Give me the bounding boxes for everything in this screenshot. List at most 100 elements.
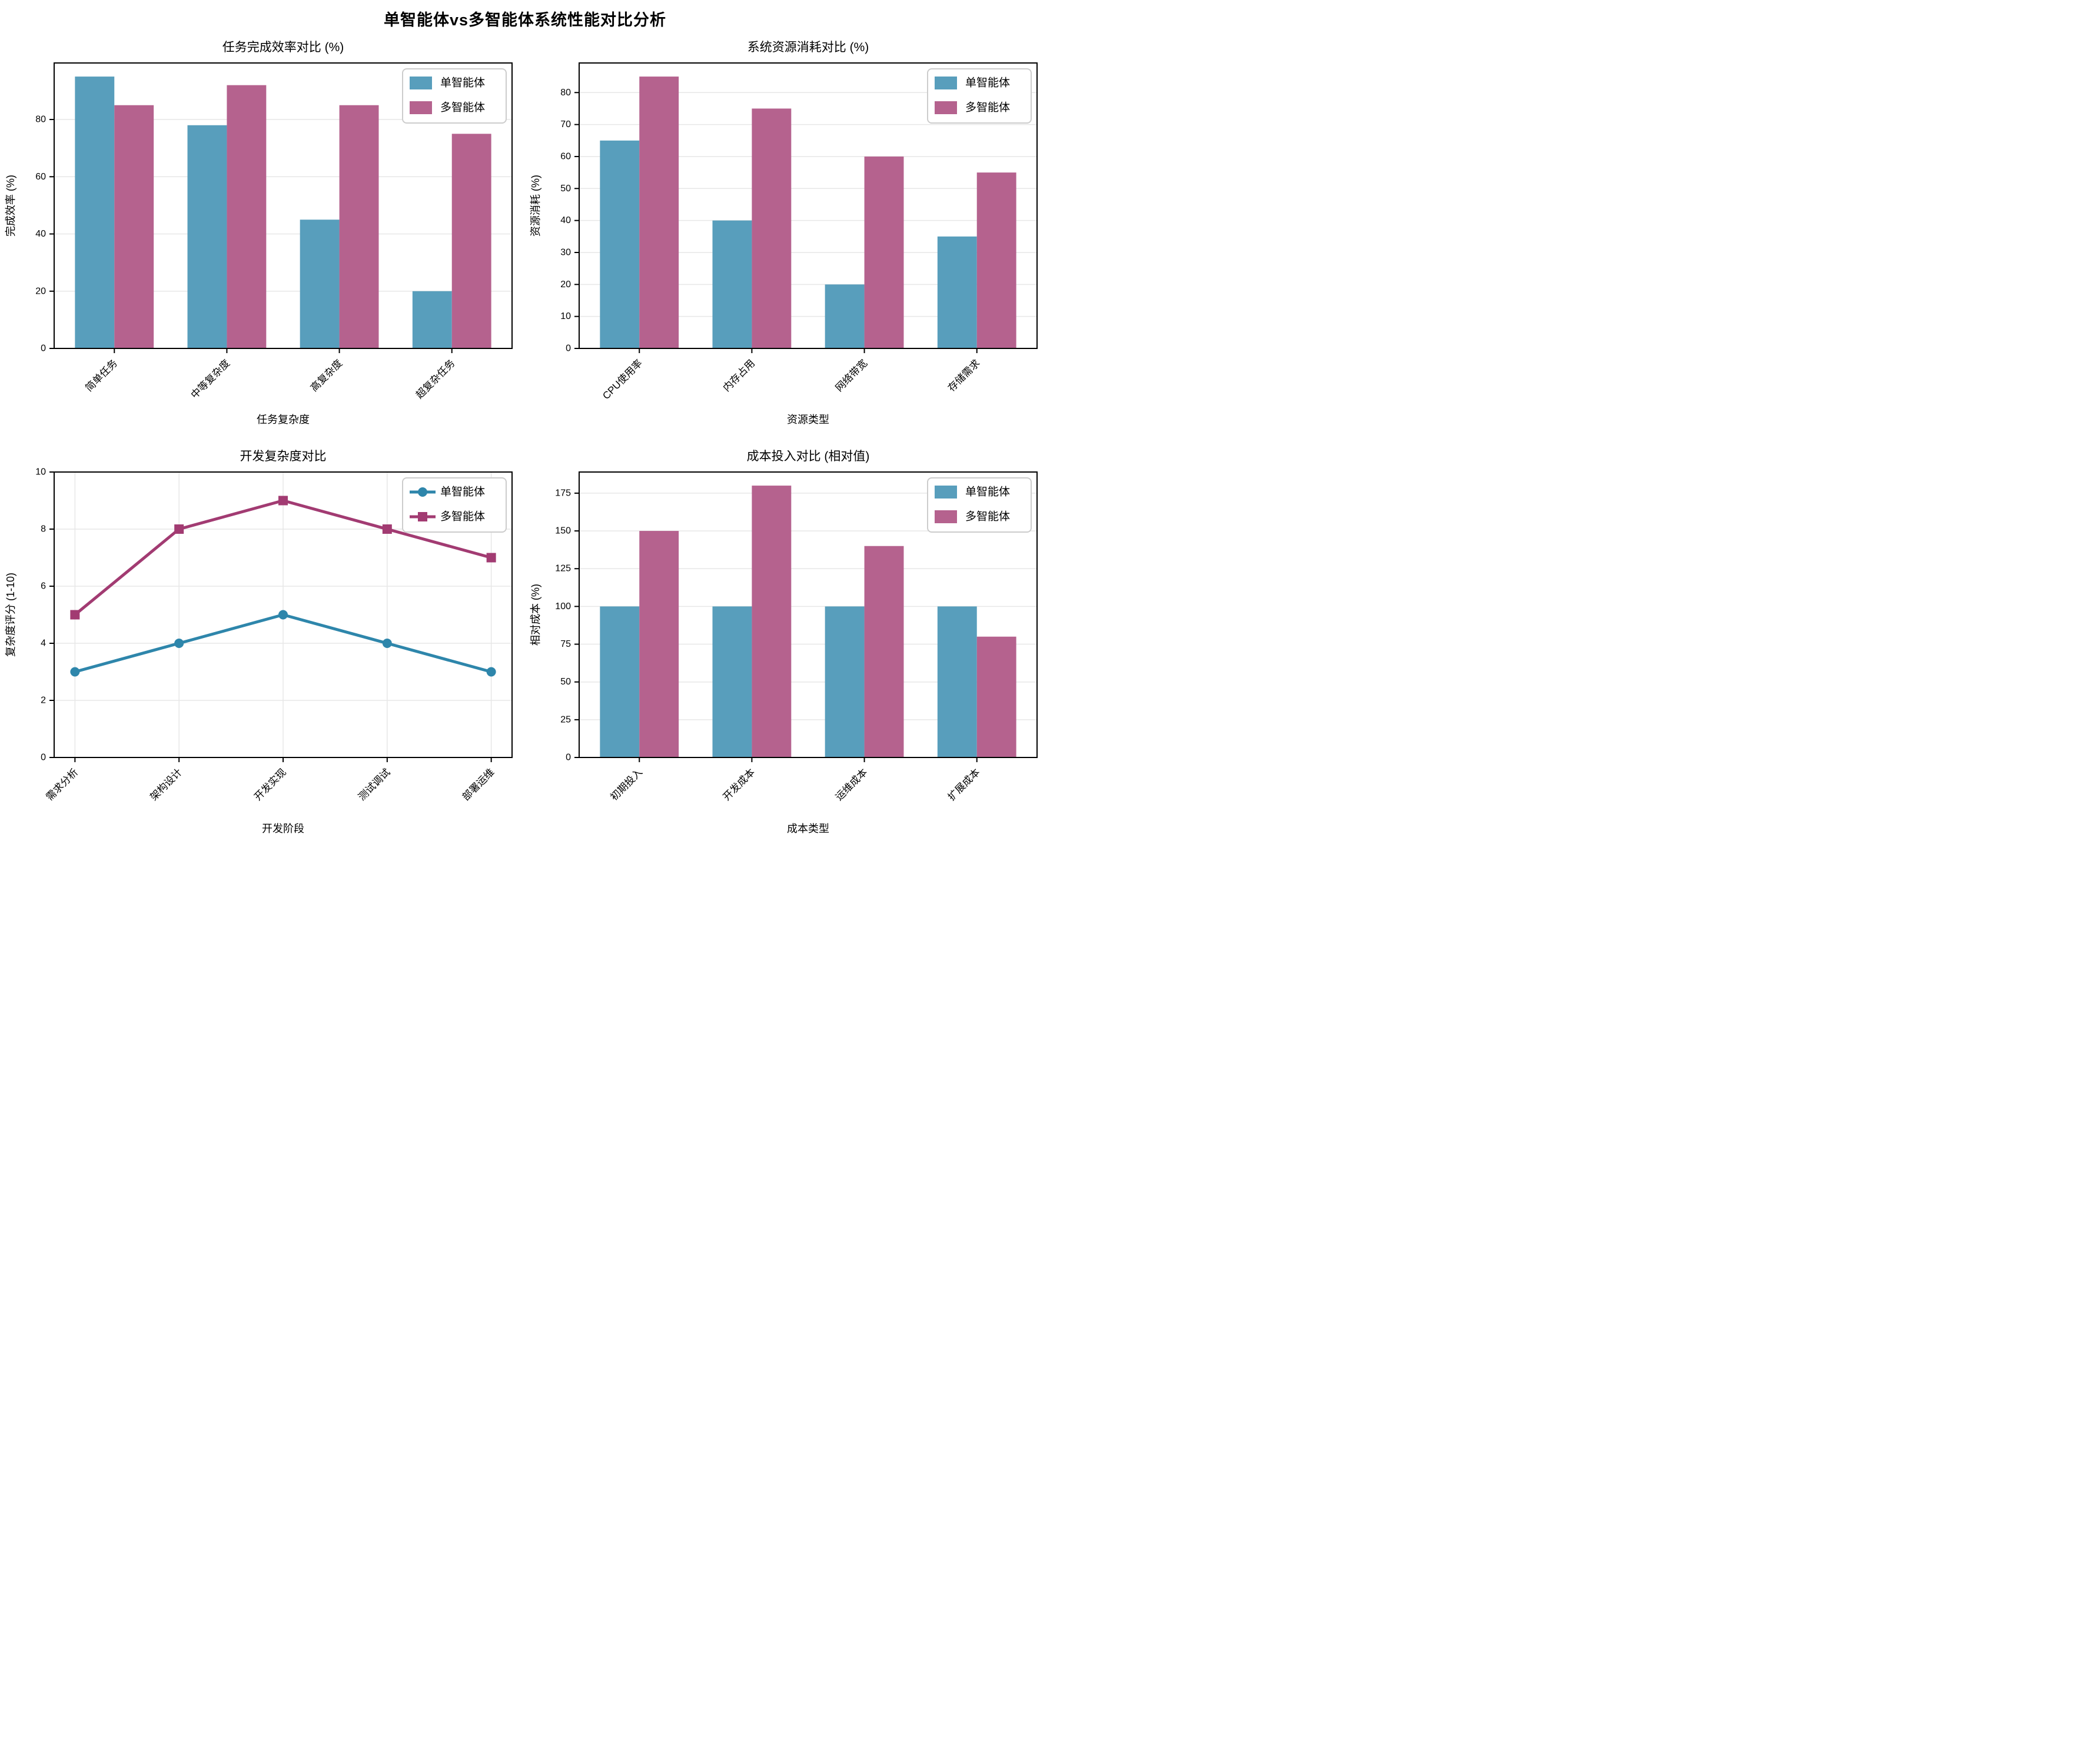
bar <box>339 105 379 348</box>
bar <box>752 108 792 348</box>
data-point <box>486 667 496 677</box>
x-tick-label: 架构设计 <box>148 766 184 803</box>
x-tick-label: 内存占用 <box>721 357 757 394</box>
y-tick-label: 20 <box>560 280 571 290</box>
bar <box>412 291 452 348</box>
legend-label: 多智能体 <box>440 101 485 114</box>
x-tick-label: 简单任务 <box>84 357 120 394</box>
y-tick-label: 50 <box>560 677 571 687</box>
legend-swatch <box>410 77 432 89</box>
y-tick-label: 125 <box>555 564 571 574</box>
chart-title: 开发复杂度对比 <box>240 450 327 463</box>
legend-swatch <box>935 77 957 89</box>
legend-marker <box>418 512 427 521</box>
legend-label: 多智能体 <box>440 510 485 523</box>
bar <box>114 105 154 348</box>
y-tick-label: 4 <box>41 639 46 649</box>
data-point <box>174 639 184 648</box>
y-tick-label: 80 <box>560 88 571 98</box>
legend-swatch <box>935 510 957 523</box>
y-tick-label: 30 <box>560 247 571 257</box>
bar <box>825 284 865 348</box>
bar <box>300 220 340 348</box>
legend-swatch <box>935 101 957 114</box>
figure-title: 单智能体vs多智能体系统性能对比分析 <box>383 11 667 29</box>
charts-grid: 0 20 40 60 80 简单任务 中等复杂度 高复杂度 超复杂任务 任务复杂度 完成效率 (%)… <box>0 34 1050 852</box>
bar <box>712 606 752 757</box>
plot-border <box>579 62 1038 349</box>
y-tick-label: 70 <box>560 119 571 129</box>
x-tick-label: 超复杂任务 <box>414 357 457 401</box>
y-tick-label: 8 <box>41 524 46 534</box>
x-tick-label: 扩展成本 <box>946 766 982 803</box>
x-axis-label: 开发阶段 <box>262 823 304 835</box>
y-tick-label: 75 <box>560 639 571 649</box>
data-point <box>278 496 288 506</box>
legend-swatch <box>935 486 957 499</box>
y-tick-label: 50 <box>560 184 571 194</box>
bar <box>227 85 267 348</box>
chart-title: 成本投入对比 (相对值) <box>747 450 870 463</box>
bar <box>600 140 640 348</box>
bar <box>864 156 904 348</box>
data-point <box>70 610 80 620</box>
x-tick-label: 初期投入 <box>609 766 645 803</box>
x-tick-label: 测试调试 <box>356 766 393 803</box>
y-tick-label: 6 <box>41 581 46 591</box>
y-tick-label: 40 <box>560 215 571 225</box>
y-tick-label: 0 <box>566 753 571 763</box>
bar <box>600 606 640 757</box>
data-point <box>486 553 496 563</box>
y-tick-label: 10 <box>35 467 46 477</box>
bar <box>976 172 1016 348</box>
x-tick-label: 运维成本 <box>833 766 870 803</box>
x-tick-label: 网络带宽 <box>833 357 870 394</box>
y-axis-label: 复杂度评分 (1-10) <box>5 573 16 657</box>
y-tick-label: 25 <box>560 715 571 725</box>
plot-border <box>579 471 1038 758</box>
bar <box>187 125 227 348</box>
x-tick-label: 部署运维 <box>460 766 497 803</box>
x-tick-label: 需求分析 <box>44 766 81 803</box>
legend-swatch <box>410 101 432 114</box>
y-tick-label: 80 <box>35 115 46 125</box>
y-axis-label: 资源消耗 (%) <box>530 175 541 237</box>
bar <box>752 486 792 757</box>
y-tick-label: 0 <box>566 344 571 354</box>
y-axis-label: 相对成本 (%) <box>530 584 541 646</box>
y-tick-label: 60 <box>560 151 571 161</box>
chart-title: 系统资源消耗对比 (%) <box>747 41 869 54</box>
legend-label: 单智能体 <box>440 77 485 89</box>
data-point <box>382 524 392 534</box>
bar <box>75 77 115 348</box>
bar <box>639 531 679 757</box>
bar <box>937 236 977 348</box>
bar <box>864 546 904 757</box>
bar <box>639 77 679 348</box>
data-point <box>278 610 288 620</box>
figure: 单智能体vs多智能体系统性能对比分析 0 20 40 60 80 简单任务 中等复杂度 高复杂… <box>0 0 1050 869</box>
x-tick-label: 中等复杂度 <box>189 357 232 401</box>
bar <box>825 606 865 757</box>
x-axis-label: 成本类型 <box>787 823 829 835</box>
y-tick-label: 40 <box>35 229 46 239</box>
bar <box>712 220 752 348</box>
y-tick-label: 20 <box>35 286 46 296</box>
plot-border <box>54 62 513 349</box>
x-tick-label: 存储需求 <box>946 357 982 394</box>
legend-label: 单智能体 <box>440 486 485 499</box>
legend-label: 单智能体 <box>965 486 1010 499</box>
y-tick-label: 0 <box>41 753 46 763</box>
y-tick-label: 175 <box>555 488 571 498</box>
x-tick-label: 高复杂度 <box>308 357 345 394</box>
legend-label: 多智能体 <box>965 510 1010 523</box>
x-tick-label: 开发实现 <box>252 766 288 803</box>
bar <box>451 134 491 348</box>
x-tick-label: CPU使用率 <box>600 357 645 402</box>
y-tick-label: 100 <box>555 602 571 612</box>
y-tick-label: 10 <box>560 311 571 321</box>
